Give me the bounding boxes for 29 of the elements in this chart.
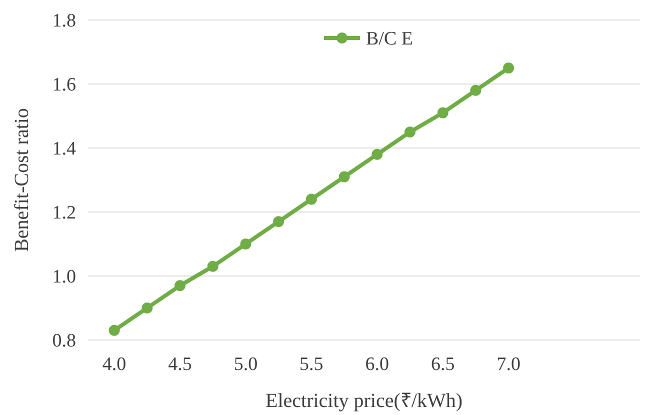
y-axis-title: Benefit-Cost ratio <box>11 108 33 252</box>
point <box>503 62 514 74</box>
point <box>437 107 448 118</box>
point <box>142 302 153 314</box>
y-tick-label: 1.6 <box>52 74 76 96</box>
point <box>372 148 383 160</box>
y-tick-label: 1.0 <box>52 266 76 288</box>
point <box>404 126 416 138</box>
point <box>207 260 218 272</box>
point <box>108 324 120 336</box>
y-tick-label: 1.2 <box>52 202 76 224</box>
y-tick-label: 0.8 <box>52 330 76 352</box>
x-tick-label: 5.5 <box>300 354 324 375</box>
y-tick-label: 1.4 <box>52 138 76 160</box>
x-tick-label: 4.0 <box>102 354 126 375</box>
x-tick-label: 4.5 <box>168 354 192 375</box>
legend-label: B/C E <box>366 28 413 50</box>
x-tick-label: 6.0 <box>365 354 390 375</box>
x-axis-title: Electricity price(₹/kWh) <box>265 390 463 412</box>
x-tick-label: 7.0 <box>496 354 520 375</box>
point <box>240 238 252 250</box>
x-tick-label: 6.5 <box>430 354 455 375</box>
point <box>306 194 317 205</box>
point <box>174 280 186 292</box>
point <box>338 171 350 182</box>
x-tick-label: 5.0 <box>234 354 258 375</box>
point <box>470 84 482 96</box>
y-tick-label: 1.8 <box>52 10 76 32</box>
point <box>273 216 284 228</box>
